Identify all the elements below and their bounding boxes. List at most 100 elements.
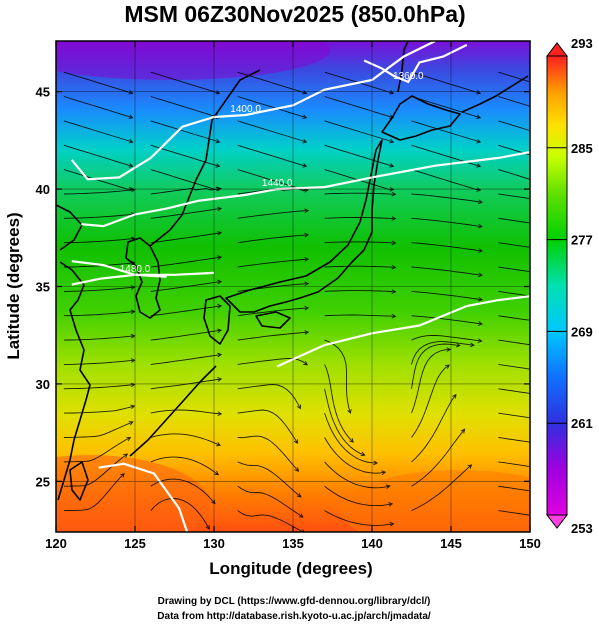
- streamline-arrow: [217, 230, 223, 236]
- colorbar-tick-label: 285: [571, 141, 593, 156]
- streamline-arrow: [389, 187, 395, 192]
- streamline-arrow: [215, 163, 221, 168]
- streamline-arrow: [476, 187, 482, 192]
- streamline-arrow: [478, 272, 483, 278]
- streamline-arrow: [445, 364, 450, 369]
- contour-label: 1440.0: [262, 178, 293, 189]
- streamline-arrow: [302, 163, 308, 168]
- streamline: [498, 315, 530, 321]
- streamline: [324, 510, 394, 526]
- streamline: [411, 217, 483, 228]
- streamline-arrow: [302, 529, 305, 532]
- coastline-shikoku: [255, 311, 291, 329]
- streamline-arrow: [130, 309, 136, 315]
- credit-drawing: Drawing by DCL (https://www.gfd-dennou.o…: [158, 596, 431, 607]
- x-tick-label: 130: [203, 536, 225, 551]
- streamline: [411, 464, 472, 512]
- streamline: [63, 384, 135, 390]
- streamline: [498, 96, 530, 107]
- map-title: MSM 06Z30Nov2025 (850.0hPa): [124, 1, 465, 27]
- streamline: [411, 394, 457, 463]
- streamline: [237, 510, 305, 532]
- streamline-arrow: [128, 421, 134, 426]
- streamline: [63, 421, 133, 438]
- streamline: [324, 265, 396, 268]
- streamline: [63, 71, 133, 94]
- streamline: [411, 242, 483, 252]
- streamline-arrow: [120, 473, 125, 478]
- colorbar-tick-label: 293: [571, 36, 593, 51]
- coastline-ryukyu: [129, 365, 217, 457]
- x-tick-label: 140: [361, 536, 383, 551]
- coastline-honshu: [225, 139, 383, 313]
- streamline: [411, 429, 465, 487]
- streamline-arrow: [565, 518, 569, 522]
- streamline: [237, 435, 299, 472]
- streamline: [498, 71, 530, 83]
- streamline-arrow: [381, 470, 387, 475]
- streamline-arrow: [389, 163, 395, 168]
- streamline: [324, 144, 394, 167]
- streamline-arrow: [385, 484, 391, 489]
- y-tick-label: 35: [36, 280, 50, 295]
- streamline: [324, 314, 396, 317]
- streamline-arrow: [130, 404, 136, 410]
- streamline: [150, 498, 210, 530]
- streamline: [498, 290, 530, 297]
- streamline: [237, 384, 301, 409]
- streamline-arrow: [478, 248, 483, 253]
- streamline: [150, 169, 220, 190]
- streamline-arrow: [304, 330, 310, 335]
- contour-label: 1360.0: [393, 71, 424, 82]
- colorbar-bar: [546, 55, 568, 516]
- streamline-arrow: [391, 240, 397, 246]
- streamline-arrow: [128, 114, 134, 119]
- streamline: [237, 409, 298, 444]
- streamline: [237, 485, 304, 518]
- streamline-arrow: [455, 342, 461, 348]
- y-tick-label: 30: [36, 377, 50, 392]
- contour-line: [276, 295, 530, 368]
- streamline-arrow: [128, 163, 134, 168]
- streamline-arrow: [217, 352, 223, 358]
- y-tick-label: 40: [36, 182, 50, 197]
- streamline-arrow: [217, 279, 223, 285]
- streamline: [498, 363, 530, 370]
- colorbar-tick-label: 269: [571, 324, 593, 339]
- contours: [70, 41, 530, 532]
- streamline-arrow: [391, 191, 397, 197]
- streamline-arrow: [304, 281, 310, 287]
- streamline: [63, 169, 133, 190]
- streamline: [498, 169, 530, 180]
- streamline-arrow: [349, 438, 354, 443]
- streamline-arrow: [304, 305, 310, 311]
- x-tick-label: 135: [282, 536, 304, 551]
- streamline-arrow: [389, 138, 395, 144]
- streamline: [498, 437, 530, 443]
- streamline-arrow: [214, 470, 220, 476]
- streamline: [411, 348, 451, 414]
- streamline-arrow: [215, 186, 221, 192]
- streamline-arrow: [477, 338, 483, 343]
- streamline: [498, 388, 530, 394]
- streamline: [411, 193, 483, 203]
- streamline: [411, 343, 460, 389]
- streamline-arrow: [452, 393, 457, 399]
- coastline-hokkaido: [381, 95, 461, 141]
- contour-line: [71, 260, 167, 278]
- streamline: [237, 234, 309, 244]
- streamline-arrow: [294, 467, 300, 472]
- streamline: [498, 144, 530, 156]
- colorbar: 253 261 269 277 285 293: [545, 36, 593, 536]
- coastline-taiwan: [69, 461, 89, 501]
- streamline: [237, 169, 307, 190]
- streamline: [324, 241, 396, 244]
- streamline: [150, 96, 220, 119]
- x-tick-label: 150: [519, 536, 541, 551]
- streamline: [63, 286, 135, 292]
- streamline-arrow: [126, 436, 132, 442]
- streamline: [237, 96, 307, 119]
- streamline: [237, 210, 309, 219]
- streamline-arrow: [217, 411, 223, 417]
